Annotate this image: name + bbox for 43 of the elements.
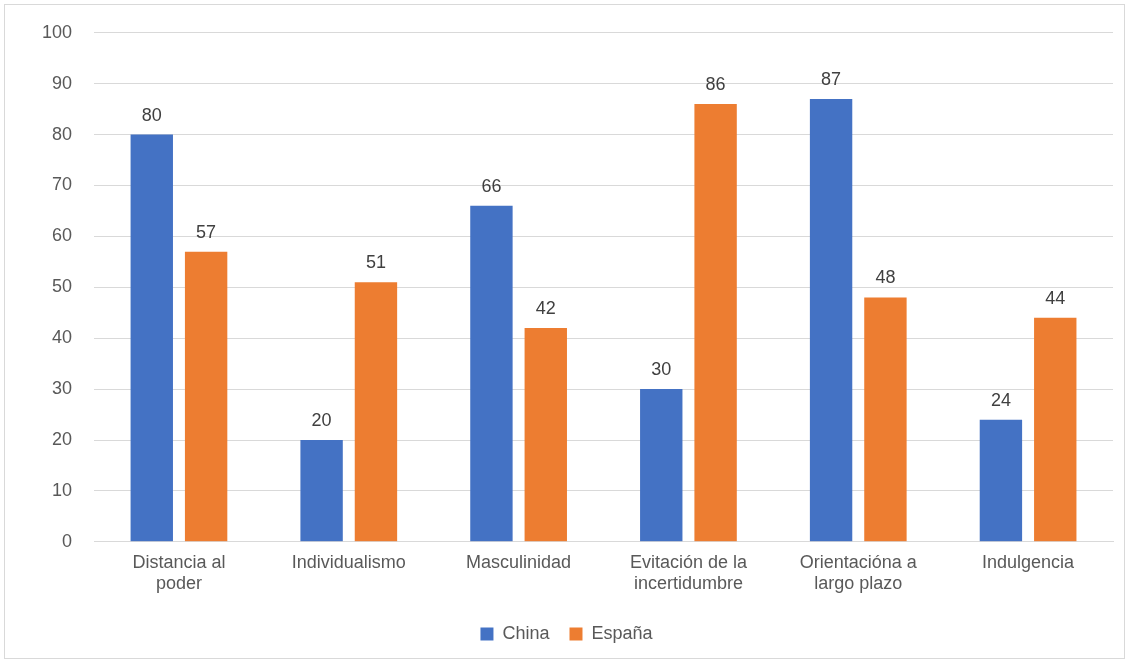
x-tick-label: Indulgencia: [982, 551, 1076, 572]
bar: [809, 98, 853, 542]
data-label: 66: [481, 175, 502, 196]
data-label: 20: [311, 409, 332, 430]
bar: [130, 134, 173, 542]
y-tick-label: 40: [52, 327, 73, 348]
data-label: 24: [990, 389, 1011, 410]
y-tick-label: 30: [52, 378, 73, 399]
y-tick-label: 0: [62, 530, 73, 551]
x-tick-label: Distancia al poder: [132, 551, 226, 594]
legend-label: España: [591, 622, 654, 643]
y-tick-label: 80: [52, 123, 73, 144]
bar: [354, 282, 398, 542]
bar: [184, 251, 228, 542]
data-label: 80: [141, 104, 162, 125]
bar: [1034, 317, 1077, 542]
y-tick-label: 90: [52, 72, 73, 93]
x-tick-label: Evitación de la incertidumbre: [629, 551, 748, 594]
x-tick-label: Orientacióna a largo plazo: [799, 551, 918, 594]
data-label: 48: [875, 267, 896, 288]
x-tick-label: Individualismo: [291, 551, 406, 572]
data-label: 44: [1045, 287, 1066, 308]
y-tick-label: 100: [41, 21, 73, 42]
y-tick-label: 70: [52, 174, 73, 195]
data-label: 51: [365, 252, 386, 273]
data-label: 30: [651, 359, 672, 380]
data-label: 86: [705, 74, 726, 95]
data-label: 57: [196, 221, 217, 242]
bar: [694, 104, 737, 542]
bar: [979, 419, 1023, 542]
y-tick-label: 10: [52, 479, 73, 500]
x-tick-label: Masculinidad: [466, 551, 572, 572]
bar: [470, 205, 513, 542]
bar: [524, 328, 567, 542]
data-label: 87: [821, 68, 842, 89]
legend-label: China: [502, 622, 551, 643]
y-tick-label: 60: [52, 225, 73, 246]
data-label: 42: [535, 297, 556, 318]
bar: [300, 440, 343, 542]
y-tick-label: 50: [52, 276, 73, 297]
y-tick-label: 20: [52, 428, 73, 449]
bar: [640, 389, 683, 542]
bar: [864, 297, 907, 542]
